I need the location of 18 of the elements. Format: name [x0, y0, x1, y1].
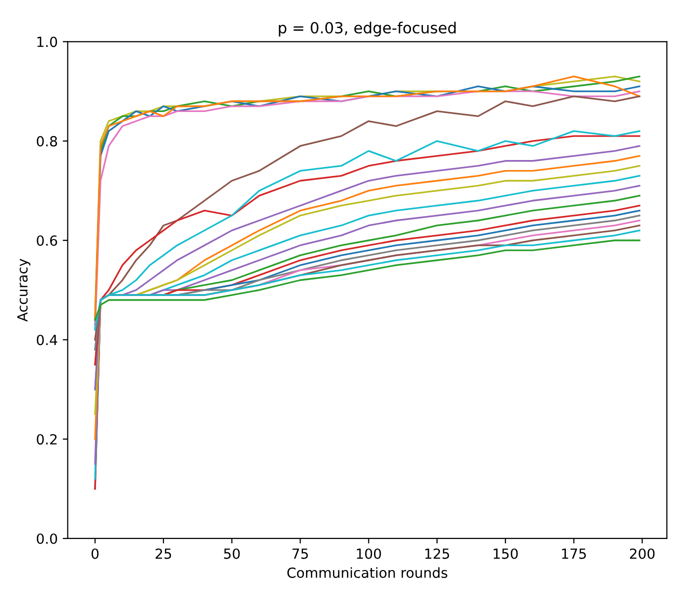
x-tick-label: 150 [494, 548, 518, 559]
x-tick-label: 100 [356, 548, 381, 559]
x-tick-label: 75 [292, 548, 308, 559]
y-tick-label: 0.4 [36, 334, 58, 346]
y-tick-label: 0.0 [36, 533, 58, 544]
y-tick-label: 1.0 [37, 36, 58, 48]
x-tick-label: 175 [562, 548, 586, 559]
y-axis-title: Accuracy [17, 258, 30, 322]
y-tick-label: 0.6 [36, 235, 58, 246]
x-tick-label: 0 [92, 548, 99, 559]
y-tick-label: 0.2 [36, 434, 57, 445]
x-tick-label: 125 [425, 548, 450, 559]
x-axis-title: Communication rounds [287, 567, 448, 578]
x-tick-label: 25 [156, 548, 172, 559]
x-tick-label: 200 [630, 548, 655, 559]
x-tick-label: 50 [224, 548, 240, 559]
chart-title: p = 0.03, edge-focused [278, 22, 456, 36]
y-tick-label: 0.8 [36, 136, 58, 146]
